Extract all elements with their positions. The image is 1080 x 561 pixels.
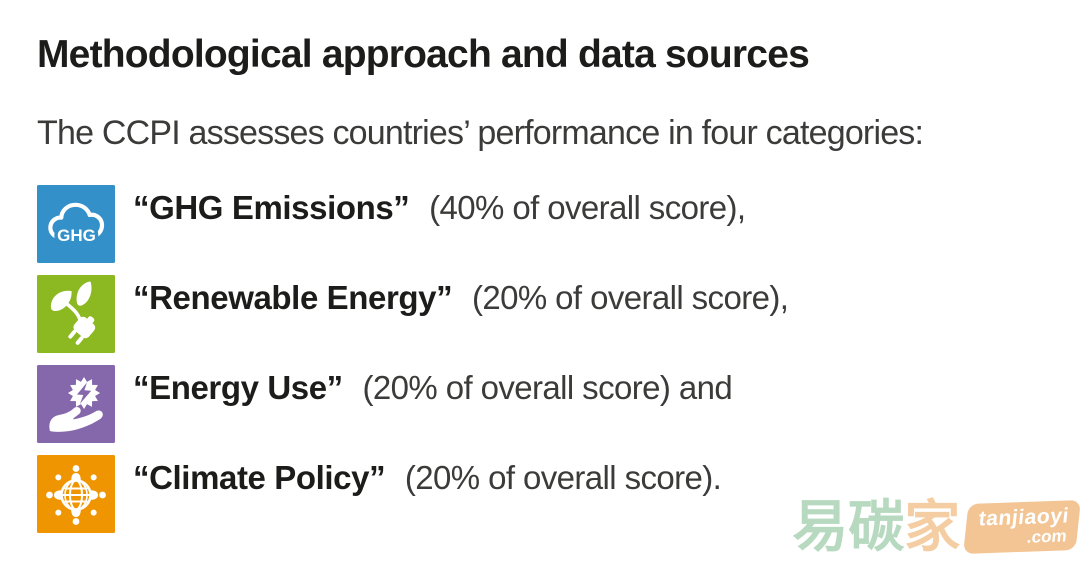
page-title: Methodological approach and data sources xyxy=(37,33,810,76)
category-text: “Climate Policy” (20% of overall score). xyxy=(133,458,722,498)
category-text: “GHG Emissions” (40% of overall score), xyxy=(133,188,746,228)
intro-text: The CCPI assesses countries’ performance… xyxy=(37,113,924,152)
ghg-icon-label: GHG xyxy=(57,226,96,245)
plant-plug-icon xyxy=(37,275,115,354)
category-label: “Climate Policy” xyxy=(133,459,386,497)
watermark: 易碳 家 tanjiaoyi .com xyxy=(792,495,1080,558)
category-weight-note: (20% of overall score) and xyxy=(362,369,733,407)
category-weight-note: (40% of overall score), xyxy=(429,189,746,227)
category-label: “Energy Use” xyxy=(133,369,343,407)
category-row-ghg-emissions: GHG “GHG Emissions” (40% of overall scor… xyxy=(37,185,1045,264)
watermark-cn-orange: 家 xyxy=(904,495,961,558)
energy-gear-hand-icon xyxy=(37,365,115,444)
watermark-cn-green: 易碳 xyxy=(792,495,905,558)
category-weight-note: (20% of overall score). xyxy=(404,459,722,497)
category-label: “GHG Emissions” xyxy=(133,189,410,227)
category-row-renewable-energy: “Renewable Energy” (20% of overall score… xyxy=(37,275,1045,354)
category-weight-note: (20% of overall score), xyxy=(471,279,789,317)
watermark-badge: tanjiaoyi .com xyxy=(963,500,1080,554)
category-row-climate-policy: “Climate Policy” (20% of overall score). xyxy=(37,455,1045,534)
category-label: “Renewable Energy” xyxy=(133,279,453,317)
watermark-tld: .com xyxy=(1026,526,1069,547)
category-text: “Renewable Energy” (20% of overall score… xyxy=(133,278,789,318)
ghg-cloud-icon: GHG xyxy=(37,185,115,264)
globe-people-icon xyxy=(37,455,115,534)
category-list: GHG “GHG Emissions” (40% of overall scor… xyxy=(37,185,1045,534)
category-row-energy-use: “Energy Use” (20% of overall score) and xyxy=(37,365,1045,444)
category-text: “Energy Use” (20% of overall score) and xyxy=(133,368,733,408)
